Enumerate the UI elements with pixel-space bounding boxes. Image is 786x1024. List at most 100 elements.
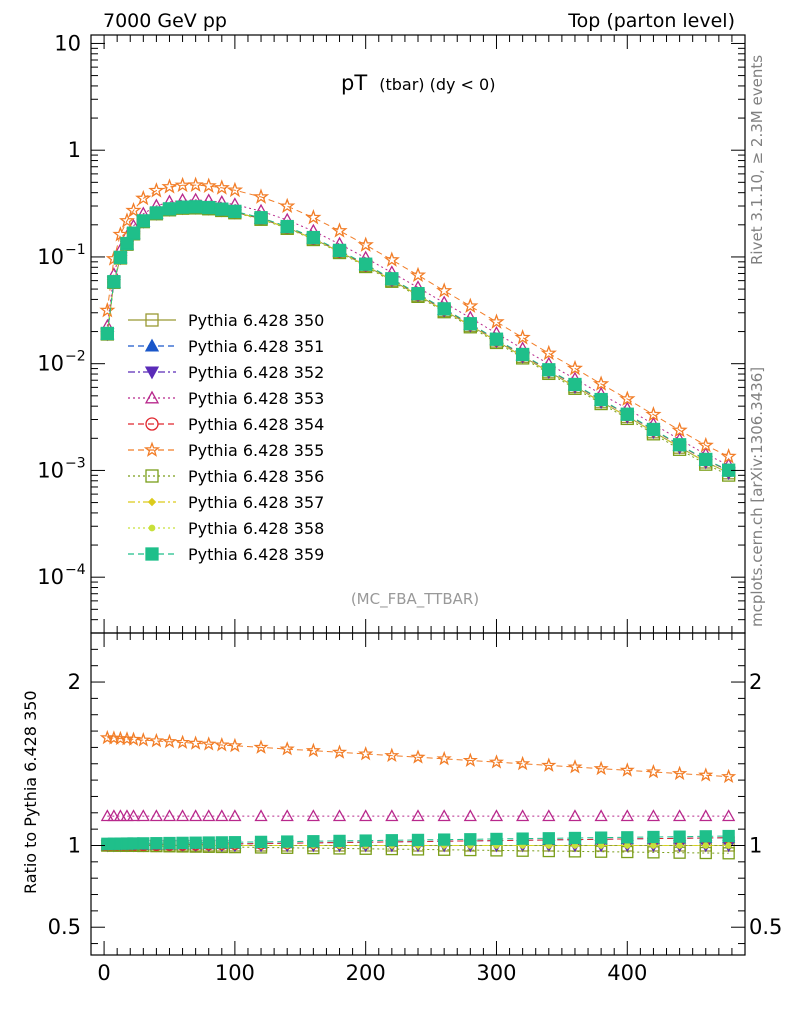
ratio-series-point — [385, 834, 398, 847]
ratio-series-point — [307, 835, 320, 848]
main-series-point — [383, 251, 400, 267]
ratio-series-point — [189, 836, 202, 849]
main-series-point — [540, 344, 557, 361]
legend-label: Pythia 6.428 355 — [188, 441, 324, 460]
legend-label: Pythia 6.428 352 — [188, 363, 324, 382]
ratio-series-point — [702, 842, 709, 849]
main-series-point — [279, 197, 296, 214]
ratio-series-point — [699, 809, 713, 822]
main-series-point — [161, 178, 178, 194]
ratio-series-point — [331, 744, 348, 759]
plot-title-sub: (tbar) (dy < 0) — [379, 75, 495, 94]
ratio-series-point — [148, 732, 165, 748]
ratio-y-tick-label-right: 1 — [749, 833, 762, 857]
ratio-series-point — [568, 831, 582, 845]
main-series-point — [126, 226, 141, 240]
ratio-y-tick-label-left: 1 — [68, 833, 81, 857]
ratio-series-point — [228, 836, 242, 849]
ratio-series-point — [100, 809, 114, 822]
main-series-point — [646, 422, 661, 437]
ratio-y-tick-label-left: 0.5 — [48, 915, 81, 939]
main-series-point — [135, 189, 152, 206]
ratio-series-line — [107, 737, 729, 778]
ratio-series-point — [673, 830, 686, 843]
main-series-point — [411, 287, 425, 301]
legend-marker — [144, 338, 160, 352]
ratio-series-point — [621, 831, 634, 844]
ratio-series-point — [699, 830, 712, 843]
legend-marker — [145, 547, 159, 561]
ratio-series-point — [214, 737, 230, 752]
main-y-tick-exponent: −3 — [65, 455, 86, 471]
legend-label: Pythia 6.428 350 — [188, 311, 324, 330]
ratio-series-point — [438, 833, 451, 846]
ratio-y-axis-label: Ratio to Pythia 6.428 350 — [21, 690, 40, 894]
ratio-series-point — [201, 736, 217, 751]
main-series-point — [385, 272, 399, 286]
main-series-point — [672, 438, 687, 452]
main-series-point — [331, 222, 348, 238]
ratio-series — [101, 829, 735, 850]
main-series-point — [720, 447, 737, 464]
ratio-series-point — [359, 834, 372, 847]
ratio-series-point — [722, 829, 735, 843]
ratio-series-point — [174, 734, 191, 749]
main-series-point — [619, 390, 636, 406]
ratio-series-point — [672, 809, 687, 822]
ratio-series-point — [462, 752, 478, 767]
ratio-series-point — [646, 809, 661, 822]
ratio-panel-frame — [90, 632, 746, 956]
main-series-point — [228, 204, 242, 219]
main-series-point — [566, 359, 583, 376]
x-tick-label: 0 — [97, 961, 110, 985]
ratio-series-point — [488, 754, 505, 769]
x-tick-label: 400 — [607, 961, 647, 985]
main-series-point — [252, 188, 270, 204]
header-left: 7000 GeV pp — [103, 10, 227, 32]
ratio-y-tick-label-right: 0.5 — [749, 915, 782, 939]
ratio-series-point — [215, 836, 228, 849]
main-y-tick-label: 10 — [37, 458, 64, 482]
main-series-point — [462, 297, 479, 313]
main-series-point — [542, 363, 556, 377]
main-series-point — [436, 282, 453, 298]
legend-label: Pythia 6.428 357 — [188, 493, 324, 512]
ratio-series-point — [188, 735, 204, 750]
ratio-series-point — [620, 809, 634, 822]
legend-marker — [147, 497, 157, 507]
main-y-tick-exponent: −4 — [65, 562, 86, 578]
ratio-series-point — [358, 745, 374, 761]
main-series-point — [162, 202, 177, 216]
ratio-series — [99, 729, 737, 784]
main-series-point — [99, 301, 116, 318]
main-y-tick-label: 10 — [54, 31, 81, 55]
ratio-series-point — [281, 835, 294, 848]
main-series-point — [215, 202, 229, 216]
ratio-series-point — [516, 832, 529, 845]
main-series-point — [200, 177, 217, 194]
main-series-point — [174, 176, 191, 193]
ratio-series-point — [113, 809, 128, 822]
ratio-series-point — [516, 809, 530, 822]
main-series — [100, 200, 736, 477]
main-series-point — [188, 200, 203, 214]
main-y-tick-label: 1 — [68, 138, 81, 162]
main-series-point — [254, 211, 268, 225]
ratio-series-point — [650, 842, 657, 849]
ratio-series-point — [722, 809, 736, 822]
ratio-series-point — [149, 809, 164, 822]
main-series-point — [213, 179, 230, 195]
legend-label: Pythia 6.428 359 — [188, 545, 324, 564]
ratio-series-point — [515, 755, 531, 771]
ratio-series-point — [619, 762, 635, 777]
legend-marker — [145, 469, 159, 483]
ratio-series-point — [305, 742, 321, 758]
ratio-series-point — [254, 835, 268, 849]
main-series-point — [594, 392, 608, 407]
ratio-series — [100, 809, 736, 822]
ratio-series-point — [594, 809, 608, 822]
ratio-y-tick-label-left: 2 — [68, 670, 81, 694]
main-series-point — [148, 182, 165, 198]
ratio-series-point — [698, 767, 714, 782]
